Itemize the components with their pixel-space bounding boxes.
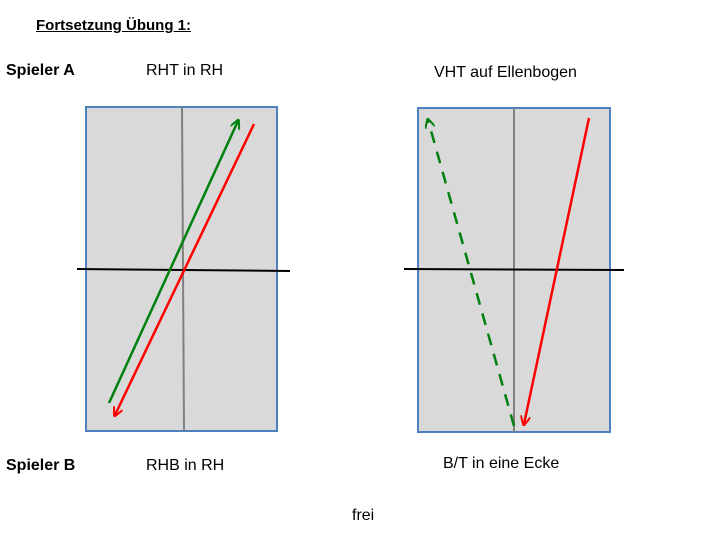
player-b-label: Spieler B bbox=[6, 457, 76, 474]
footer-note: frei bbox=[352, 507, 375, 524]
left-table bbox=[76, 106, 291, 432]
right-red-arrow bbox=[524, 117, 591, 424]
player-a-label: Spieler A bbox=[6, 62, 75, 79]
left-green-arrow bbox=[107, 121, 238, 404]
right-green-dashed-arrow bbox=[428, 120, 516, 427]
right-diagram-top-label: VHT auf Ellenbogen bbox=[434, 64, 577, 81]
right-diagram-bottom-label: B/T in eine Ecke bbox=[443, 455, 560, 472]
right-table-net bbox=[403, 268, 625, 271]
left-diagram-top-label: RHT in RH bbox=[146, 62, 224, 79]
right-table bbox=[403, 107, 625, 433]
page-title: Fortsetzung Übung 1: bbox=[36, 17, 191, 34]
left-diagram-bottom-label: RHB in RH bbox=[146, 457, 225, 474]
left-red-arrow bbox=[115, 123, 256, 415]
